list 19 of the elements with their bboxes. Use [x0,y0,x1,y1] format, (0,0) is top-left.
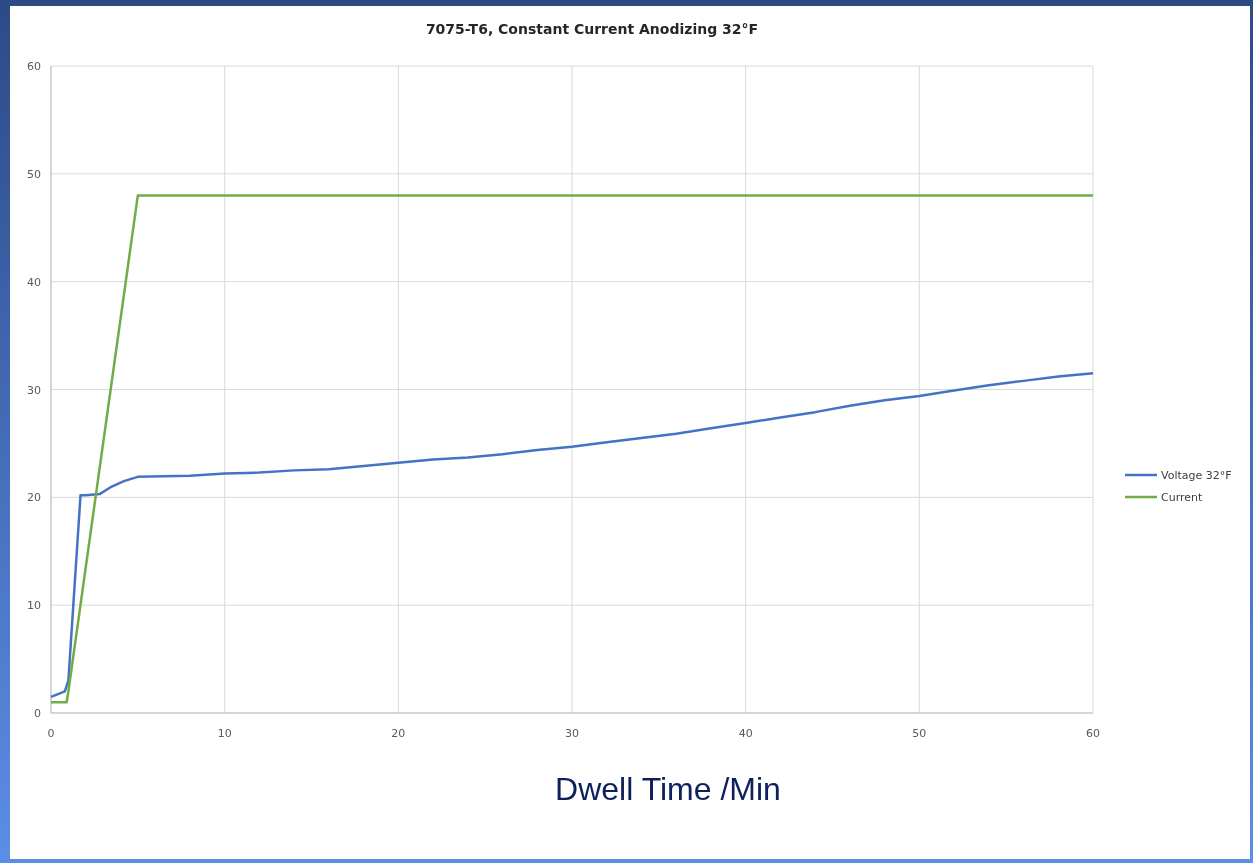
x-tick-label: 30 [565,727,579,740]
y-tick-label: 60 [27,60,41,73]
y-tick-label: 0 [34,707,41,720]
x-tick-label: 60 [1086,727,1100,740]
x-tick-label: 20 [391,727,406,740]
line-series [49,372,1095,699]
y-tick-label: 10 [27,599,41,613]
x-tick-label: 50 [912,727,927,740]
chart-title: 7075-T6, Constant Current Anodizing 32°F [425,21,759,37]
legend-label: Current [1161,491,1203,504]
y-tick-label: 50 [27,167,41,181]
legend-label: Voltage 32°F [1161,469,1232,482]
y-tick-label: 20 [27,491,41,505]
x-tick-label: 40 [738,727,753,740]
x-tick-label: 10 [217,727,232,740]
x-axis-title: Dwell Time /Min [555,771,781,807]
y-tick-label: 30 [27,383,41,397]
y-tick-label: 40 [27,275,41,289]
x-tick-label: 0 [47,727,55,740]
